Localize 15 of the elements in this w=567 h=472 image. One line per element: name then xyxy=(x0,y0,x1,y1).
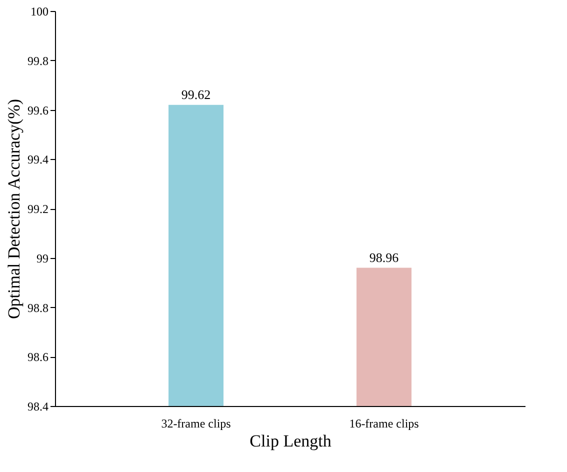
y-tick-label: 99.6 xyxy=(28,103,48,118)
data-label: 99.62 xyxy=(181,86,211,102)
x-tick-label: 16-frame clips xyxy=(349,416,420,430)
y-tick-label: 100 xyxy=(30,4,48,18)
y-tick-label: 99 xyxy=(36,251,48,266)
x-tick-label: 32-frame clips xyxy=(161,416,232,430)
y-tick-label: 99.4 xyxy=(28,152,48,167)
y-axis-title: Optimal Detection Accuracy(%) xyxy=(4,99,24,319)
y-tick-label: 98.6 xyxy=(28,350,48,364)
y-tick-label: 98.4 xyxy=(28,400,48,414)
x-axis-title: Clip Length xyxy=(250,432,332,450)
y-tick-label: 98.8 xyxy=(28,300,48,315)
data-label: 98.96 xyxy=(369,250,400,265)
y-tick-label: 99.8 xyxy=(28,54,48,68)
y-tick-label: 99.2 xyxy=(28,202,48,216)
